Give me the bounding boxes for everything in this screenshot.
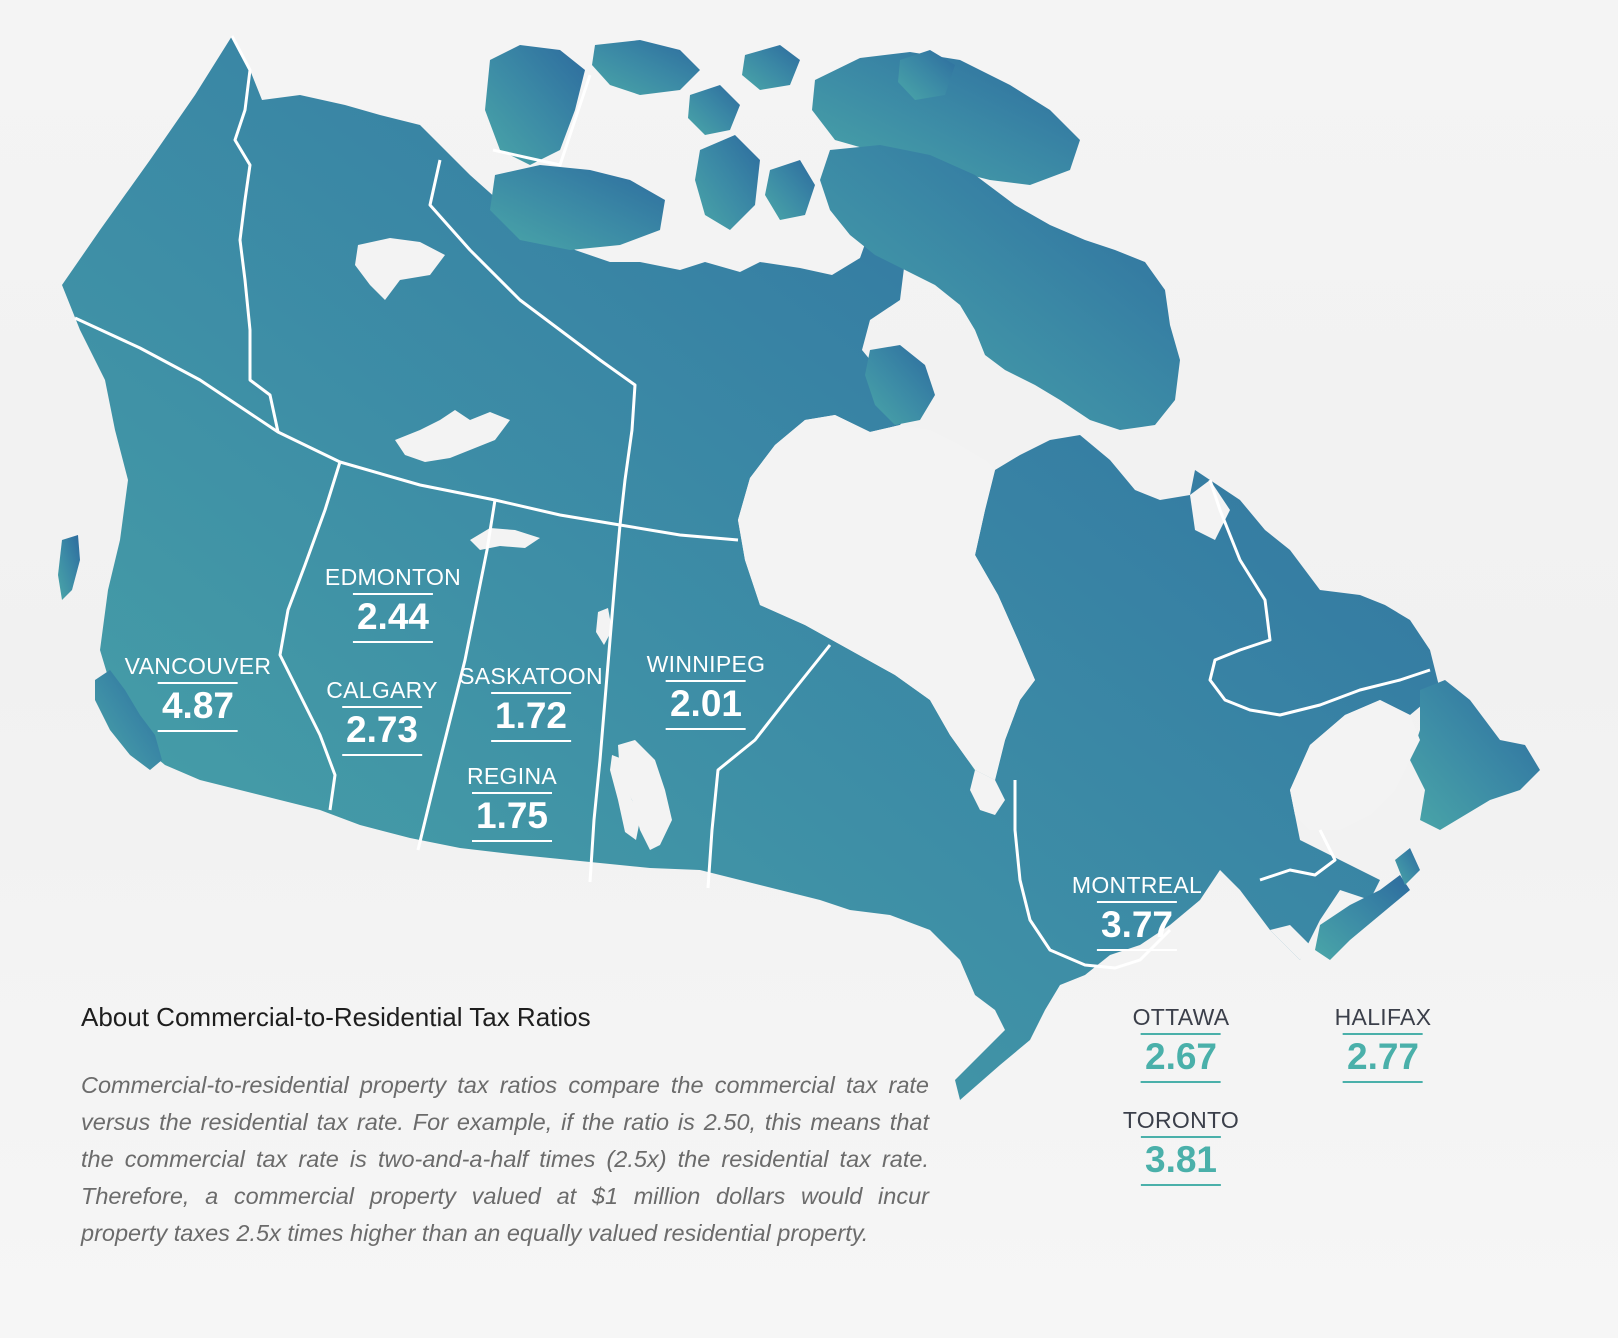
tax-ratio-value: 3.77 (1096, 901, 1178, 951)
somerset-island-shape (765, 160, 815, 220)
city-name: HALIFAX (1334, 1004, 1432, 1030)
city-name: TORONTO (1122, 1107, 1240, 1133)
tax-ratio-value: 3.81 (1140, 1136, 1222, 1186)
landmass (58, 36, 1540, 1100)
reindeer-lake-shape (596, 608, 612, 645)
city-label-calgary: CALGARY 2.73 (326, 676, 438, 756)
city-label-edmonton: EDMONTON 2.44 (325, 563, 461, 643)
baffin-island-shape (820, 145, 1180, 430)
city-label-toronto: TORONTO 3.81 (1123, 1106, 1239, 1186)
city-label-vancouver: VANCOUVER 4.87 (125, 652, 272, 732)
axel-heiberg-shape (898, 50, 955, 100)
lake-manitoba-shape (610, 755, 640, 840)
mainland-shape (62, 36, 1440, 1100)
tax-ratio-value: 2.73 (341, 706, 423, 756)
tax-ratio-value: 2.67 (1140, 1033, 1222, 1083)
city-name: SASKATOON (459, 663, 603, 689)
bathurst-island-shape (688, 85, 740, 135)
great-slave-lake-shape (395, 410, 510, 462)
haida-gwaii-shape (58, 535, 80, 600)
city-name: WINNIPEG (646, 651, 766, 677)
tax-ratio-value: 4.87 (157, 682, 238, 732)
info-title: About Commercial-to-Residential Tax Rati… (81, 1002, 591, 1032)
info-body: Commercial-to-residential property tax r… (81, 1072, 929, 1246)
city-label-halifax: HALIFAX 2.77 (1335, 1003, 1432, 1083)
city-label-saskatoon: SASKATOON 1.72 (459, 662, 603, 742)
devon-island-shape (742, 45, 800, 90)
city-label-ottawa: OTTAWA 2.67 (1133, 1003, 1230, 1083)
great-bear-lake-shape (355, 238, 445, 300)
tax-ratio-value: 1.72 (490, 692, 572, 742)
water-bodies (355, 238, 1420, 960)
city-label-montreal: MONTREAL 3.77 (1072, 871, 1202, 951)
banks-island-shape (485, 45, 585, 165)
city-name: REGINA (467, 763, 557, 789)
prince-of-wales-shape (695, 135, 760, 230)
gulf-of-st-lawrence-shape (1290, 700, 1420, 830)
city-name: MONTREAL (1071, 872, 1203, 898)
melville-island-shape (592, 40, 700, 95)
vancouver-island-shape (95, 670, 162, 770)
cape-breton-shape (1395, 848, 1420, 885)
tax-ratio-value: 2.01 (665, 680, 746, 730)
city-label-winnipeg: WINNIPEG 2.01 (647, 650, 766, 730)
tax-ratio-value: 2.44 (352, 593, 433, 643)
hudson-bay-shape (738, 415, 1035, 780)
nova-scotia-shape (1315, 875, 1410, 960)
city-name: VANCOUVER (124, 653, 272, 679)
victoria-island-shape (490, 165, 665, 250)
province-borders (74, 35, 1431, 970)
tax-ratio-value: 2.77 (1342, 1033, 1424, 1083)
newfoundland-shape (1410, 680, 1540, 830)
lake-winnipeg-shape (618, 740, 672, 850)
city-name: CALGARY (326, 677, 438, 703)
james-bay-shape (970, 770, 1005, 815)
city-name: OTTAWA (1132, 1004, 1230, 1030)
city-name: EDMONTON (324, 564, 462, 590)
bay-of-fundy-shape (1270, 925, 1310, 960)
southampton-island-shape (865, 345, 935, 425)
ungava-bay-shape (1190, 480, 1230, 540)
city-label-regina: REGINA 1.75 (467, 762, 557, 842)
tax-ratio-value: 1.75 (471, 792, 553, 842)
